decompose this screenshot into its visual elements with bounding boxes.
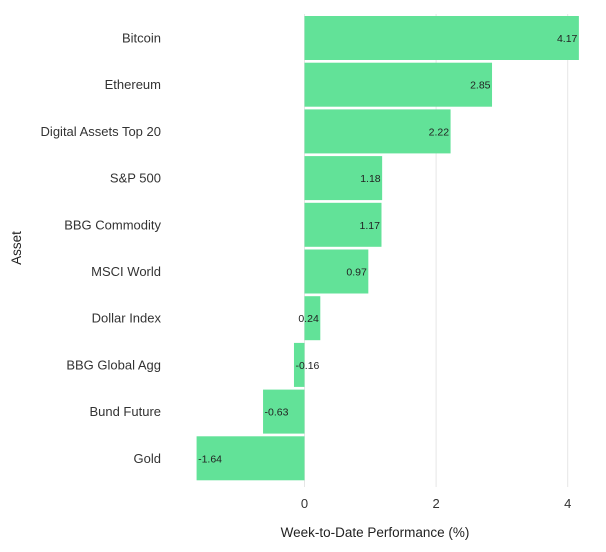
x-tick-label: 4 [564,496,571,511]
category-label: Dollar Index [92,311,162,326]
category-label: S&P 500 [110,171,161,186]
x-tick-label: 0 [301,496,308,511]
bar [304,16,579,60]
y-axis-title: Asset [9,231,24,265]
data-labels: 4.17 2.85 2.22 1.18 1.17 0.97 0.24 -0.16 -0.63 -1… [198,33,577,465]
bar [304,62,493,107]
data-label: -0.63 [265,407,289,419]
category-labels: Bitcoin Ethereum Digital Assets Top 20 S&P … [41,31,162,466]
bar [304,202,382,247]
bar [293,342,305,387]
category-label: Gold [134,451,161,466]
data-label: 0.24 [298,313,319,325]
data-label: 1.17 [360,220,381,232]
bar [304,249,369,294]
x-tick-labels: 0 2 4 [301,496,571,511]
category-label: Bund Future [89,404,161,419]
category-label: BBG Commodity [64,217,161,232]
category-label: BBG Global Agg [66,357,161,372]
x-axis-title: Week-to-Date Performance (%) [281,525,470,540]
data-label: 1.18 [360,173,381,185]
data-label: -1.64 [198,453,222,465]
bar [196,436,305,481]
data-label: 2.85 [470,80,491,92]
data-label: -0.16 [295,360,319,372]
bar [304,109,451,154]
data-label: 0.97 [346,267,367,279]
category-label: Digital Assets Top 20 [41,124,161,139]
data-label: 4.17 [557,33,578,45]
category-label: Bitcoin [122,31,161,46]
bar [304,156,383,201]
data-label: 2.22 [429,126,450,138]
bar [304,296,321,341]
category-label: Ethereum [105,77,161,92]
x-tick-label: 2 [432,496,439,511]
category-label: MSCI World [91,264,161,279]
bars [196,16,579,481]
bar [263,389,305,434]
